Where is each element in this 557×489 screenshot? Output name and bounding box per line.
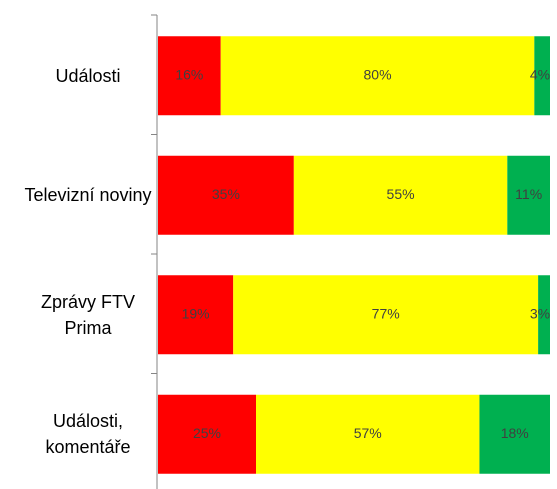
value-label: 77% [372, 305, 400, 321]
value-label: 80% [364, 66, 392, 82]
bar-segment [158, 275, 234, 355]
value-label: 18% [501, 425, 529, 441]
bar-segment [158, 155, 294, 235]
value-label: 11% [515, 186, 542, 202]
bar-segment [538, 275, 550, 355]
value-label: 4% [530, 66, 550, 82]
bar-segment [507, 155, 550, 235]
value-label: 19% [182, 305, 210, 321]
bar-segment [479, 394, 550, 474]
bar-segment [220, 36, 535, 116]
bar-segment [256, 394, 480, 474]
category-label: Události [55, 65, 121, 86]
value-label: 35% [212, 186, 240, 202]
bar-segment [158, 36, 221, 116]
value-label: 25% [193, 425, 221, 441]
bar-segment [158, 394, 256, 474]
value-label: 3% [530, 305, 550, 321]
value-label: 57% [354, 425, 382, 441]
value-label: 55% [387, 186, 415, 202]
category-label: Zprávy FTV Prima [40, 291, 135, 338]
bar-segment [534, 36, 550, 116]
bar-segment [293, 155, 508, 235]
category-label: Televizní noviny [24, 185, 152, 206]
value-label: 16% [175, 66, 203, 82]
bar-segment [233, 275, 539, 355]
category-label: Události, komentáře [45, 411, 131, 458]
